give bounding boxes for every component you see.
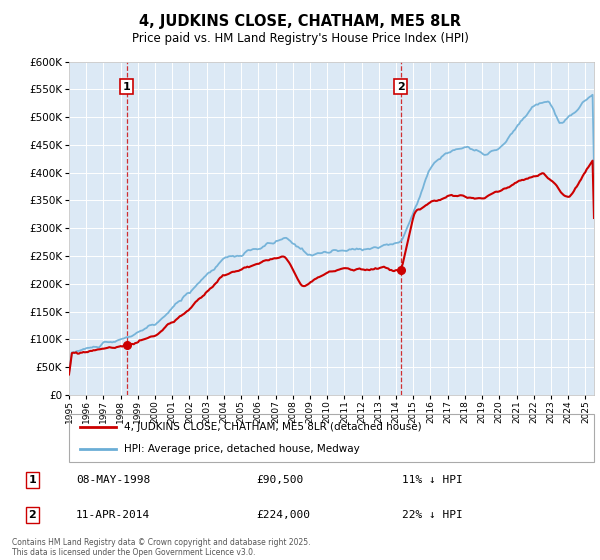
Text: 1: 1 <box>123 82 131 92</box>
Text: 4, JUDKINS CLOSE, CHATHAM, ME5 8LR (detached house): 4, JUDKINS CLOSE, CHATHAM, ME5 8LR (deta… <box>124 422 422 432</box>
Text: Contains HM Land Registry data © Crown copyright and database right 2025.
This d: Contains HM Land Registry data © Crown c… <box>12 538 311 557</box>
Text: HPI: Average price, detached house, Medway: HPI: Average price, detached house, Medw… <box>124 444 360 454</box>
Text: 2: 2 <box>28 510 36 520</box>
Text: 08-MAY-1998: 08-MAY-1998 <box>76 475 150 485</box>
Text: 11% ↓ HPI: 11% ↓ HPI <box>402 475 463 485</box>
Text: £224,000: £224,000 <box>256 510 310 520</box>
Text: 2: 2 <box>397 82 404 92</box>
Text: 22% ↓ HPI: 22% ↓ HPI <box>402 510 463 520</box>
Text: Price paid vs. HM Land Registry's House Price Index (HPI): Price paid vs. HM Land Registry's House … <box>131 32 469 45</box>
Text: 11-APR-2014: 11-APR-2014 <box>76 510 150 520</box>
Text: £90,500: £90,500 <box>256 475 304 485</box>
Text: 4, JUDKINS CLOSE, CHATHAM, ME5 8LR: 4, JUDKINS CLOSE, CHATHAM, ME5 8LR <box>139 14 461 29</box>
Text: 1: 1 <box>28 475 36 485</box>
